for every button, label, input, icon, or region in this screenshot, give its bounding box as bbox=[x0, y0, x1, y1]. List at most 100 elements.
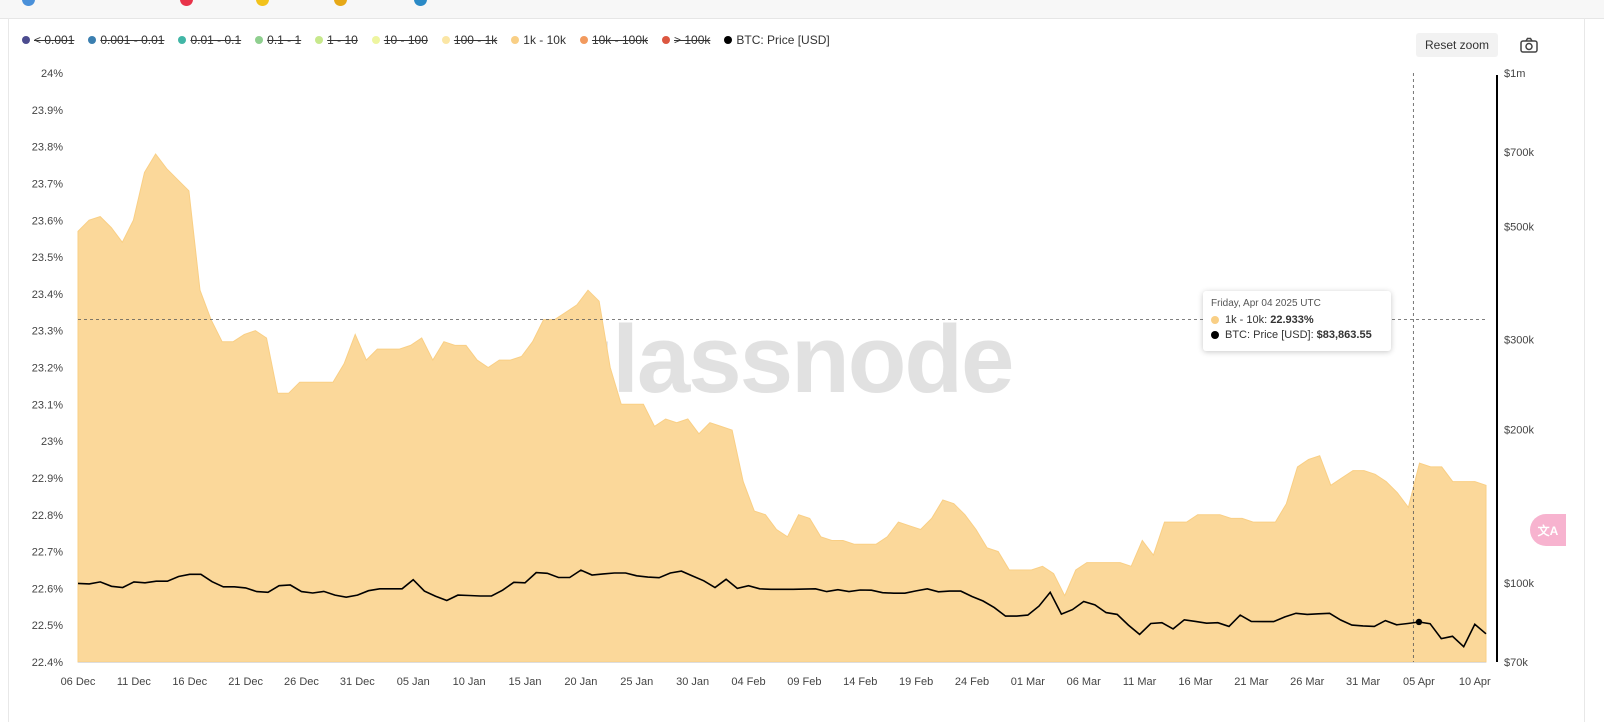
legend-label: > 100k bbox=[674, 33, 711, 47]
tooltip-series-name: BTC: Price [USD] bbox=[1225, 329, 1311, 341]
watermark-logo: glassnode bbox=[556, 306, 1013, 413]
tab-dot-icon bbox=[334, 0, 347, 6]
y-left-tick-label: 23.2% bbox=[32, 363, 63, 375]
legend-item[interactable]: 100 - 1k bbox=[441, 33, 498, 47]
legend-item[interactable]: 10 - 100 bbox=[371, 33, 428, 47]
y-right-tick-label: $700k bbox=[1504, 147, 1534, 159]
x-tick-label: 01 Mar bbox=[1011, 676, 1046, 688]
legend-swatch bbox=[511, 36, 520, 44]
legend-swatch bbox=[88, 36, 97, 44]
y-left-tick-label: 22.9% bbox=[32, 473, 63, 485]
legend-item[interactable]: 1k - 10k bbox=[511, 33, 566, 47]
y-right-tick-label: $1m bbox=[1504, 68, 1525, 80]
tab-dot-icon bbox=[414, 0, 427, 6]
x-tick-label: 21 Dec bbox=[228, 676, 263, 688]
chart-legend: < 0.001 0.001 - 0.01 0.01 - 0.1 0.1 - 1 1 - … bbox=[22, 32, 844, 48]
legend-item[interactable]: 0.01 - 0.1 bbox=[178, 33, 241, 47]
y-left-tick-label: 22.8% bbox=[32, 510, 63, 522]
reset-zoom-button[interactable]: Reset zoom bbox=[1416, 33, 1498, 57]
x-tick-label: 10 Apr bbox=[1459, 676, 1491, 688]
series-area-1k-10k bbox=[77, 153, 1487, 663]
y-left-tick-label: 23.9% bbox=[32, 105, 63, 117]
tab-dot-icon bbox=[256, 0, 269, 6]
legend-label: 0.001 - 0.01 bbox=[100, 33, 165, 47]
x-tick-label: 06 Dec bbox=[61, 676, 96, 688]
y-axis-right: $1m $700k $500k $300k $200k $100k $70k bbox=[1504, 68, 1534, 669]
x-tick-label: 16 Mar bbox=[1178, 676, 1213, 688]
x-tick-label: 06 Mar bbox=[1067, 676, 1102, 688]
y-right-tick-label: $100k bbox=[1504, 578, 1534, 590]
camera-icon[interactable] bbox=[1520, 37, 1538, 53]
tooltip-row: 1k - 10k:22.933% bbox=[1211, 314, 1314, 326]
tooltip-swatch bbox=[1211, 331, 1219, 339]
legend-label: 1 - 10 bbox=[327, 33, 358, 47]
y-left-tick-label: 23.7% bbox=[32, 178, 63, 190]
x-tick-label: 15 Jan bbox=[508, 676, 541, 688]
legend-label: 100 - 1k bbox=[453, 33, 498, 47]
x-tick-label: 10 Jan bbox=[453, 676, 486, 688]
y-left-tick-label: 22.5% bbox=[32, 620, 63, 632]
y-right-tick-label: $200k bbox=[1504, 424, 1534, 436]
x-axis: 06 Dec 11 Dec 16 Dec 21 Dec 26 Dec 31 Dec 05 J… bbox=[61, 662, 1491, 688]
y-left-tick-label: 23.1% bbox=[32, 399, 63, 411]
tab-dot-icon bbox=[180, 0, 193, 6]
tooltip-series-value: $83,863.55 bbox=[1316, 329, 1372, 341]
y-axis-left: 24% 23.9% 23.8% 23.7% 23.6% 23.5% 23.4% 23.3% 23… bbox=[32, 68, 63, 669]
x-tick-label: 19 Feb bbox=[899, 676, 933, 688]
y-left-tick-label: 23.5% bbox=[32, 252, 63, 264]
legend-swatch bbox=[22, 36, 30, 44]
legend-item[interactable]: 0.001 - 0.01 bbox=[88, 33, 164, 47]
legend-item[interactable]: < 0.001 bbox=[22, 33, 74, 47]
x-tick-label: 21 Mar bbox=[1234, 676, 1269, 688]
tooltip-date: Friday, Apr 04 2025 UTC bbox=[1211, 298, 1321, 309]
legend-swatch bbox=[724, 36, 733, 44]
legend-item[interactable]: 0.1 - 1 bbox=[255, 33, 301, 47]
x-tick-label: 11 Dec bbox=[117, 676, 152, 688]
legend-swatch bbox=[662, 36, 670, 44]
y-left-tick-label: 22.4% bbox=[32, 657, 63, 669]
legend-label: 0.01 - 0.1 bbox=[190, 33, 242, 47]
chart-frame bbox=[8, 18, 1585, 722]
legend-item[interactable]: 1 - 10 bbox=[315, 33, 358, 47]
legend-swatch bbox=[315, 36, 324, 44]
tooltip-row: BTC: Price [USD]: $83,863.55 bbox=[1211, 329, 1372, 341]
x-tick-label: 25 Jan bbox=[620, 676, 653, 688]
x-tick-label: 26 Dec bbox=[284, 676, 319, 688]
y-left-tick-label: 23.3% bbox=[32, 326, 63, 338]
top-strip bbox=[0, 0, 1604, 19]
legend-swatch bbox=[178, 36, 187, 44]
y-left-tick-label: 22.7% bbox=[32, 547, 63, 559]
legend-label: 10 - 100 bbox=[383, 33, 428, 47]
x-tick-label: 16 Dec bbox=[172, 676, 207, 688]
tooltip-swatch bbox=[1211, 316, 1219, 324]
legend-label: 1k - 10k bbox=[523, 33, 566, 47]
x-tick-label: 20 Jan bbox=[564, 676, 597, 688]
y-left-tick-label: 23.4% bbox=[32, 289, 63, 301]
tooltip-series-value: 22.933% bbox=[1270, 314, 1314, 326]
y-right-tick-label: $500k bbox=[1504, 222, 1534, 234]
legend-label: 0.1 - 1 bbox=[267, 33, 302, 47]
x-tick-label: 31 Dec bbox=[340, 676, 375, 688]
x-tick-label: 04 Feb bbox=[731, 676, 765, 688]
x-tick-label: 14 Feb bbox=[843, 676, 877, 688]
x-tick-label: 30 Jan bbox=[676, 676, 709, 688]
y-left-tick-label: 22.6% bbox=[32, 583, 63, 595]
y-left-tick-label: 24% bbox=[41, 68, 63, 80]
legend-swatch bbox=[255, 36, 264, 44]
y-left-tick-label: 23.8% bbox=[32, 142, 63, 154]
tooltip-series-name: 1k - 10k bbox=[1225, 314, 1265, 326]
x-tick-label: 26 Mar bbox=[1290, 676, 1325, 688]
legend-item[interactable]: BTC: Price [USD] bbox=[724, 33, 830, 47]
translate-icon[interactable]: 文A bbox=[1530, 514, 1566, 546]
y-left-tick-label: 23% bbox=[41, 436, 63, 448]
legend-swatch bbox=[579, 36, 588, 44]
legend-label: 10k - 100k bbox=[591, 33, 648, 47]
x-tick-label: 11 Mar bbox=[1123, 676, 1157, 688]
legend-item[interactable]: > 100k bbox=[662, 33, 710, 47]
y-left-tick-label: 23.6% bbox=[32, 215, 63, 227]
legend-item[interactable]: 10k - 100k bbox=[579, 33, 648, 47]
y-right-tick-label: $300k bbox=[1504, 335, 1534, 347]
x-tick-label: 24 Feb bbox=[955, 676, 989, 688]
legend-label: BTC: Price [USD] bbox=[736, 33, 830, 47]
